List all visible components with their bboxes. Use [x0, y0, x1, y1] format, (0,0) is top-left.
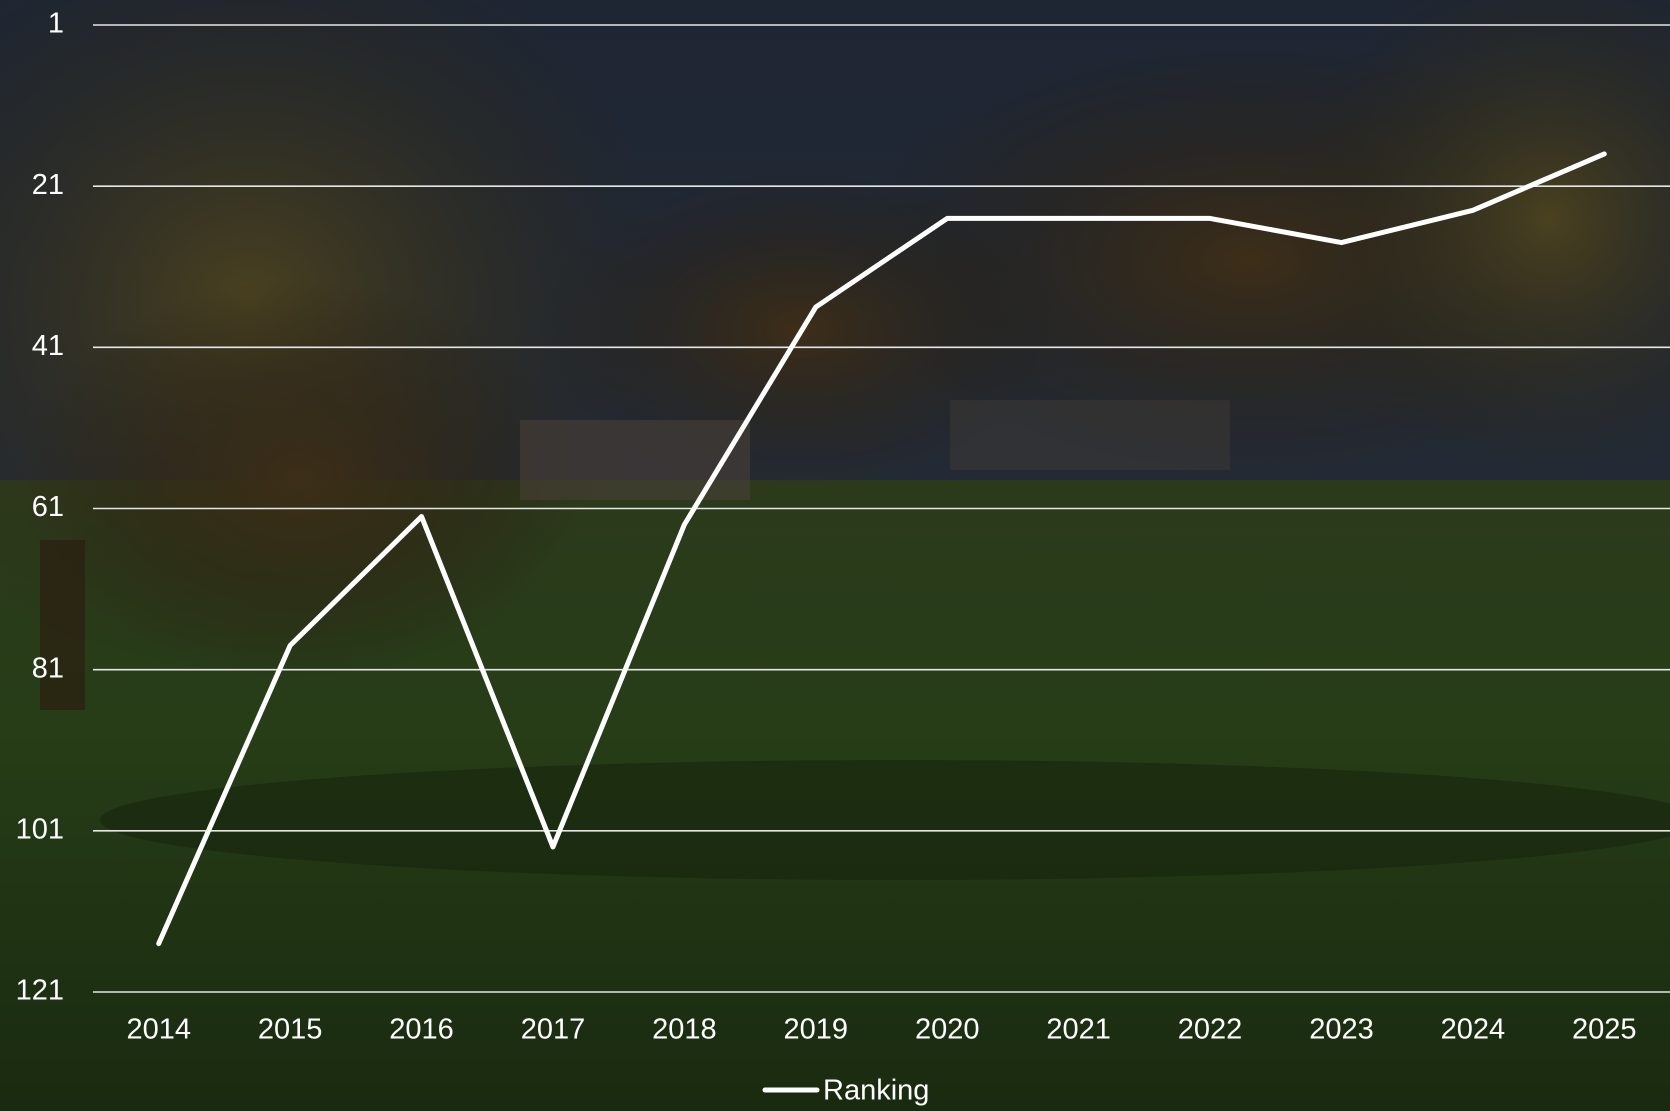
y-tick-label: 121	[16, 975, 64, 1007]
y-tick-label: 101	[16, 813, 64, 845]
x-tick-label: 2025	[1572, 1014, 1637, 1046]
x-tick-label: 2016	[389, 1014, 454, 1046]
line-series	[156, 151, 1607, 947]
x-tick-label: 2022	[1178, 1014, 1243, 1046]
x-tick-label: 2017	[521, 1014, 586, 1046]
x-tick-label: 2021	[1046, 1014, 1111, 1046]
y-tick-label: 1	[48, 8, 64, 40]
y-tick-label: 21	[32, 169, 64, 201]
x-tick-label: 2024	[1441, 1014, 1506, 1046]
x-tick-label: 2019	[784, 1014, 849, 1046]
legend-label: Ranking	[823, 1075, 929, 1107]
x-tick-label: 2023	[1309, 1014, 1374, 1046]
y-tick-label: 81	[32, 652, 64, 684]
y-tick-label: 61	[32, 491, 64, 523]
x-tick-label: 2020	[915, 1014, 980, 1046]
x-tick-label: 2014	[126, 1014, 191, 1046]
x-tick-label: 2015	[258, 1014, 323, 1046]
x-tick-label: 2018	[652, 1014, 717, 1046]
y-tick-label: 41	[32, 330, 64, 362]
